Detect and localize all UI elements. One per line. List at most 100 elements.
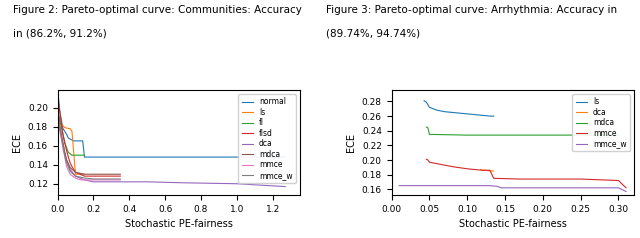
mmce_w [614,186,622,189]
mmce_w [72,175,79,178]
mdca [116,173,124,176]
flsd [58,120,65,123]
normal [70,139,77,142]
dca [233,182,241,185]
flsd [90,175,97,178]
normal [143,156,151,159]
normal [77,139,84,142]
dca [282,185,289,188]
flsd [54,93,61,96]
mmce [463,167,471,170]
mdca [614,134,622,137]
mmce_w [108,178,115,180]
Line: mmce_w: mmce_w [58,113,120,179]
fl [81,154,88,157]
mmce [59,147,67,150]
mmce_w [58,135,65,138]
mdca [54,117,62,119]
mmce [116,178,124,181]
mmce [81,178,88,181]
normal [76,139,83,142]
Line: ls: ls [58,111,84,174]
ls [433,109,441,112]
dca [58,132,65,135]
mdca [54,111,61,114]
flsd [54,100,62,103]
ls [58,122,65,125]
fl [61,141,68,144]
ls [72,173,79,176]
mmce [486,169,493,172]
ls [420,99,428,102]
ls [81,173,88,176]
mmce_w [59,144,67,147]
Line: mmce_w: mmce_w [399,186,626,192]
normal [54,93,61,96]
mdca [58,133,65,136]
normal [63,133,70,136]
mmce_w [56,125,63,128]
normal [79,139,86,142]
normal [83,156,90,159]
mmce_w [116,178,124,180]
mdca [422,126,430,129]
normal [59,127,67,130]
dca [490,169,497,172]
mmce_w [486,184,493,187]
mmce [622,186,630,189]
mmce_w [67,170,74,173]
Line: mdca: mdca [58,112,120,174]
dca [479,169,486,172]
Line: dca: dca [58,111,285,187]
normal [81,156,88,159]
mmce [424,159,432,161]
mdca [463,134,471,137]
dca [54,116,62,119]
Line: normal: normal [58,94,285,157]
normal [233,156,241,159]
ls [76,173,83,176]
fl [68,154,76,157]
mmce_w [81,177,88,179]
Y-axis label: ECE: ECE [12,133,22,152]
mmce_w [396,184,403,187]
ls [56,116,63,119]
mmce [539,178,547,180]
mmce_w [463,184,471,187]
flsd [116,175,124,178]
mmce_w [63,161,70,164]
flsd [63,149,70,152]
mdca [90,173,97,176]
mmce [58,137,65,139]
normal [56,113,64,116]
fl [76,154,83,157]
flsd [72,171,79,174]
Y-axis label: ECE: ECE [346,133,356,152]
flsd [68,165,76,168]
fl [54,111,61,114]
mmce [63,165,70,168]
mmce [90,178,97,181]
flsd [58,127,66,130]
ls [426,106,433,109]
normal [68,139,76,141]
mdca [61,151,68,154]
mmce_w [577,186,584,189]
normal [58,118,65,120]
mmce_w [54,112,61,115]
mmce [516,178,524,180]
ls [54,110,61,113]
normal [61,130,68,133]
mmce [426,161,433,164]
Text: (89.74%, 94.74%): (89.74%, 94.74%) [326,29,420,39]
dca [63,159,70,161]
mmce_w [90,178,97,180]
mmce [56,127,63,130]
dca [143,180,151,183]
flsd [56,108,63,111]
normal [90,156,97,159]
mmce [448,165,456,168]
dca [477,168,484,171]
ls [486,115,493,118]
mmce [490,177,497,180]
